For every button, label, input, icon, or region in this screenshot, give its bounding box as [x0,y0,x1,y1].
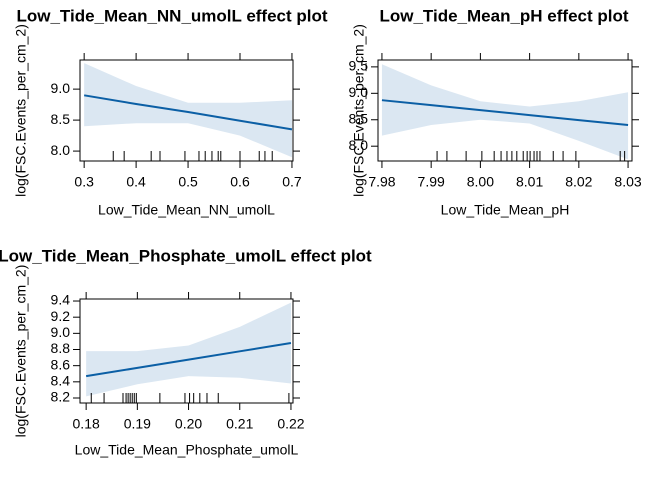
x-tick-label: 0.6 [230,174,250,190]
x-tick-label: 0.4 [126,174,146,190]
y-tick-label: 8.2 [51,389,71,405]
x-tick-label: 7.98 [368,174,395,190]
x-tick-label: 0.3 [74,174,94,190]
panel-title: Low_Tide_Mean_pH effect plot [379,6,628,25]
y-tick-label: 9.5 [349,58,369,74]
x-axis-label: Low_Tide_Mean_NN_umolL [98,202,275,218]
y-tick-label: 8.5 [51,111,71,127]
y-tick-label: 8.0 [51,142,71,158]
y-tick-label: 9.2 [51,308,71,324]
y-tick-label: 9.0 [51,80,71,96]
y-tick-label: 8.0 [349,137,369,153]
plot-frame [377,59,633,162]
x-tick-label: 8.00 [467,174,494,190]
fit-line [381,99,629,127]
fit-line [85,342,292,378]
x-tick-label: 8.02 [565,174,592,190]
y-axis-label: log(FSC.Events_per_cm_2) [13,265,29,438]
y-tick-label: 8.4 [51,373,71,389]
plot-frame [79,298,294,404]
x-tick-label: 8.03 [614,174,641,190]
plot-frame [79,59,294,162]
x-tick-label: 0.22 [277,416,304,432]
x-tick-label: 0.19 [124,416,151,432]
fit-line [83,94,293,131]
confidence-band [84,63,292,158]
y-tick-label: 9.0 [349,84,369,100]
x-tick-label: 0.5 [178,174,198,190]
panel-title: Low_Tide_Mean_NN_umolL effect plot [16,6,327,25]
x-axis-label: Low_Tide_Mean_pH [441,202,570,218]
y-axis-label: log(FSC.Events_per_cm_2) [351,24,367,197]
panel-title: Low_Tide_Mean_Phosphate_umolL effect plo… [0,246,372,265]
x-tick-label: 0.21 [226,416,253,432]
x-tick-label: 8.01 [516,174,543,190]
x-tick-label: 7.99 [418,174,445,190]
x-tick-label: 0.7 [282,174,302,190]
y-axis-label: log(FSC.Events_per_cm_2) [13,24,29,197]
confidence-band [86,302,291,397]
x-tick-label: 0.18 [73,416,100,432]
y-tick-label: 8.6 [51,356,71,372]
x-tick-label: 0.20 [175,416,202,432]
y-tick-label: 8.5 [349,110,369,126]
y-tick-label: 9.0 [51,324,71,340]
x-axis-label: Low_Tide_Mean_Phosphate_umolL [75,442,299,458]
y-tick-label: 8.8 [51,340,71,356]
y-tick-label: 9.4 [51,292,71,308]
